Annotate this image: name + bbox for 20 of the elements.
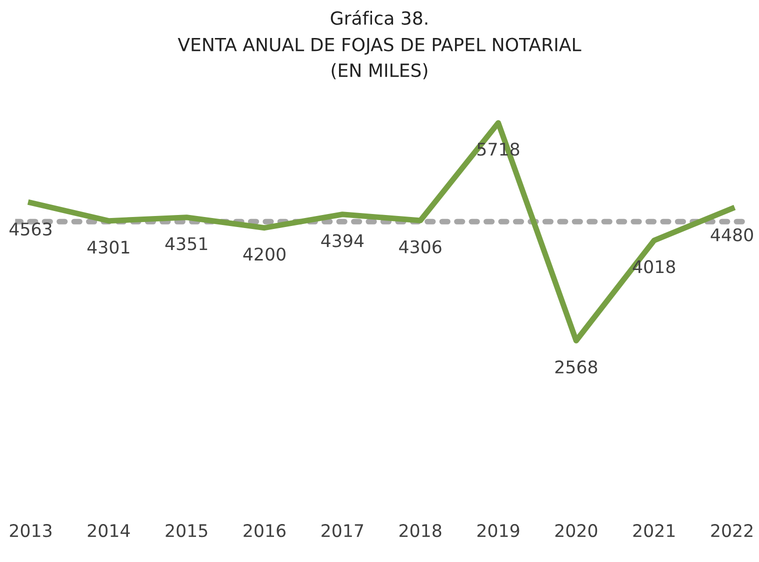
x-tick-label: 2018 (400, 524, 442, 538)
x-tick-label: 2021 (633, 524, 675, 538)
chart-subtitle: VENTA ANUAL DE FOJAS DE PAPEL NOTARIAL (EN MILES) (178, 38, 582, 80)
x-tick-label: 2013 (10, 524, 52, 538)
chart-title: Gráfica 38. (330, 10, 428, 25)
x-tick-label: 2015 (166, 524, 208, 538)
x-tick-label: 2016 (244, 524, 286, 538)
x-tick-label: 2020 (555, 524, 598, 538)
x-tick-label: 2017 (322, 524, 364, 538)
x-tick-label: 2014 (88, 524, 130, 538)
data-label: 4351 (165, 237, 208, 250)
data-label: 4200 (243, 248, 286, 261)
data-label: 2568 (555, 360, 598, 374)
x-tick-label: 2022 (711, 524, 752, 538)
x-tick-label: 2019 (477, 524, 520, 538)
data-label: 4480 (710, 228, 753, 242)
data-label: 4394 (321, 234, 364, 248)
data-label: 4306 (399, 240, 442, 254)
data-label: 4563 (10, 222, 52, 236)
data-label: 4301 (87, 240, 130, 254)
